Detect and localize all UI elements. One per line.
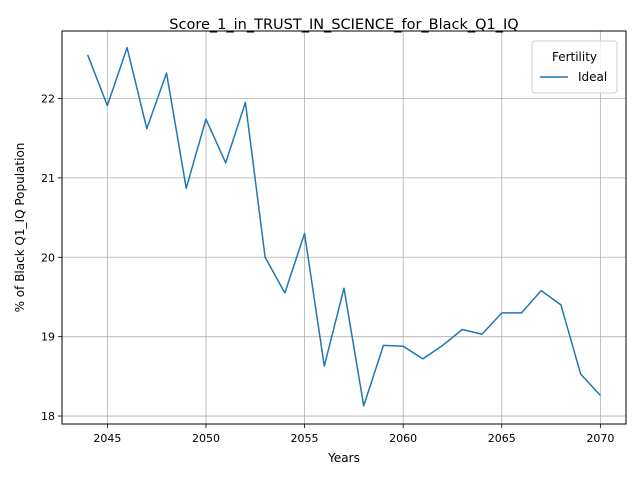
y-tick-label: 18 bbox=[41, 410, 55, 423]
grid bbox=[62, 31, 626, 424]
x-axis-label: Years bbox=[327, 451, 360, 465]
y-tick-label: 20 bbox=[41, 251, 55, 264]
x-tick-label: 2050 bbox=[192, 432, 220, 445]
chart-title: Score_1_in_TRUST_IN_SCIENCE_for_Black_Q1… bbox=[169, 17, 518, 33]
y-tick-label: 19 bbox=[41, 331, 55, 344]
y-tick-label: 22 bbox=[41, 92, 55, 105]
x-tick-label: 2055 bbox=[291, 432, 319, 445]
x-tick-label: 2045 bbox=[93, 432, 121, 445]
series-line-ideal bbox=[86, 46, 601, 407]
x-tick-label: 2060 bbox=[389, 432, 417, 445]
x-axis-ticks: 2045 2050 2055 2060 2065 2070 bbox=[93, 424, 614, 445]
y-axis-ticks: 18 19 20 21 22 bbox=[41, 92, 62, 423]
plot-frame bbox=[61, 30, 627, 425]
series-layer bbox=[86, 46, 601, 407]
y-tick-label: 21 bbox=[41, 172, 55, 185]
legend-title: Fertility bbox=[552, 50, 597, 64]
x-tick-label: 2070 bbox=[586, 432, 614, 445]
legend-box bbox=[531, 40, 618, 94]
x-tick-label: 2065 bbox=[488, 432, 516, 445]
legend: Fertility Ideal bbox=[531, 40, 618, 94]
y-axis-label: % of Black Q1_IQ Population bbox=[13, 143, 27, 313]
legend-label-ideal: Ideal bbox=[578, 70, 607, 84]
